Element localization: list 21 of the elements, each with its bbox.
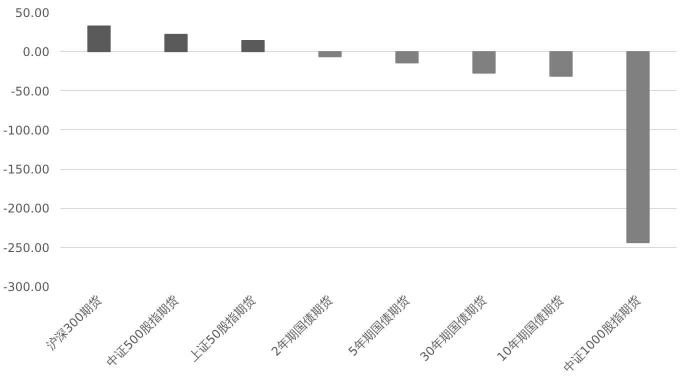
y-tick-label: 0.00 xyxy=(22,45,50,60)
x-tick-label: 2年期国债期货 xyxy=(268,292,335,359)
bar xyxy=(395,51,419,64)
y-tick-label: -150.00 xyxy=(3,162,50,177)
x-tick-label: 上证50股指期货 xyxy=(186,292,258,364)
bar xyxy=(472,51,496,74)
x-tick-label: 5年期国债期货 xyxy=(346,292,412,359)
y-tick-label: -300.00 xyxy=(3,280,50,294)
bar xyxy=(241,40,265,52)
bar xyxy=(318,51,342,58)
y-tick-label: -50.00 xyxy=(10,84,50,98)
bar xyxy=(549,51,573,77)
y-tick-label: -250.00 xyxy=(3,240,50,255)
bar xyxy=(164,34,188,52)
y-tick-label: -200.00 xyxy=(3,202,50,216)
y-tick-label: 50.00 xyxy=(15,6,50,20)
y-tick-label: -100.00 xyxy=(3,123,50,138)
bar xyxy=(626,51,650,244)
x-tick-label: 30年期国债期货 xyxy=(417,292,489,364)
bar xyxy=(87,26,111,52)
x-tick-label: 10年期国债期货 xyxy=(494,292,566,364)
